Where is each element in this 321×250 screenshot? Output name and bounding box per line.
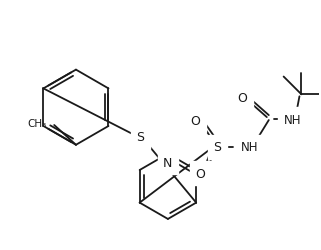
Text: O: O: [237, 92, 247, 104]
Text: N: N: [163, 156, 173, 169]
Text: CH₃: CH₃: [27, 118, 46, 128]
Text: NH: NH: [284, 113, 301, 126]
Text: O: O: [191, 114, 201, 127]
Text: S: S: [213, 141, 221, 154]
Text: O: O: [195, 167, 205, 180]
Text: S: S: [136, 131, 144, 144]
Text: NH: NH: [241, 141, 259, 154]
